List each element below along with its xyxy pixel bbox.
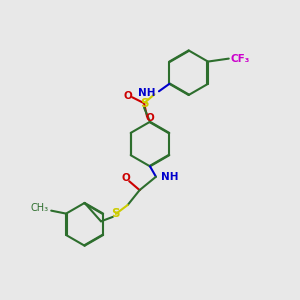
Text: NH: NH — [161, 172, 179, 182]
Text: NH: NH — [139, 88, 156, 98]
Text: CF₃: CF₃ — [230, 54, 250, 64]
Text: S: S — [140, 97, 148, 110]
Text: S: S — [112, 207, 120, 220]
Text: O: O — [122, 173, 130, 183]
Text: O: O — [146, 113, 154, 123]
Text: O: O — [123, 91, 132, 101]
Text: CH₃: CH₃ — [31, 203, 49, 213]
